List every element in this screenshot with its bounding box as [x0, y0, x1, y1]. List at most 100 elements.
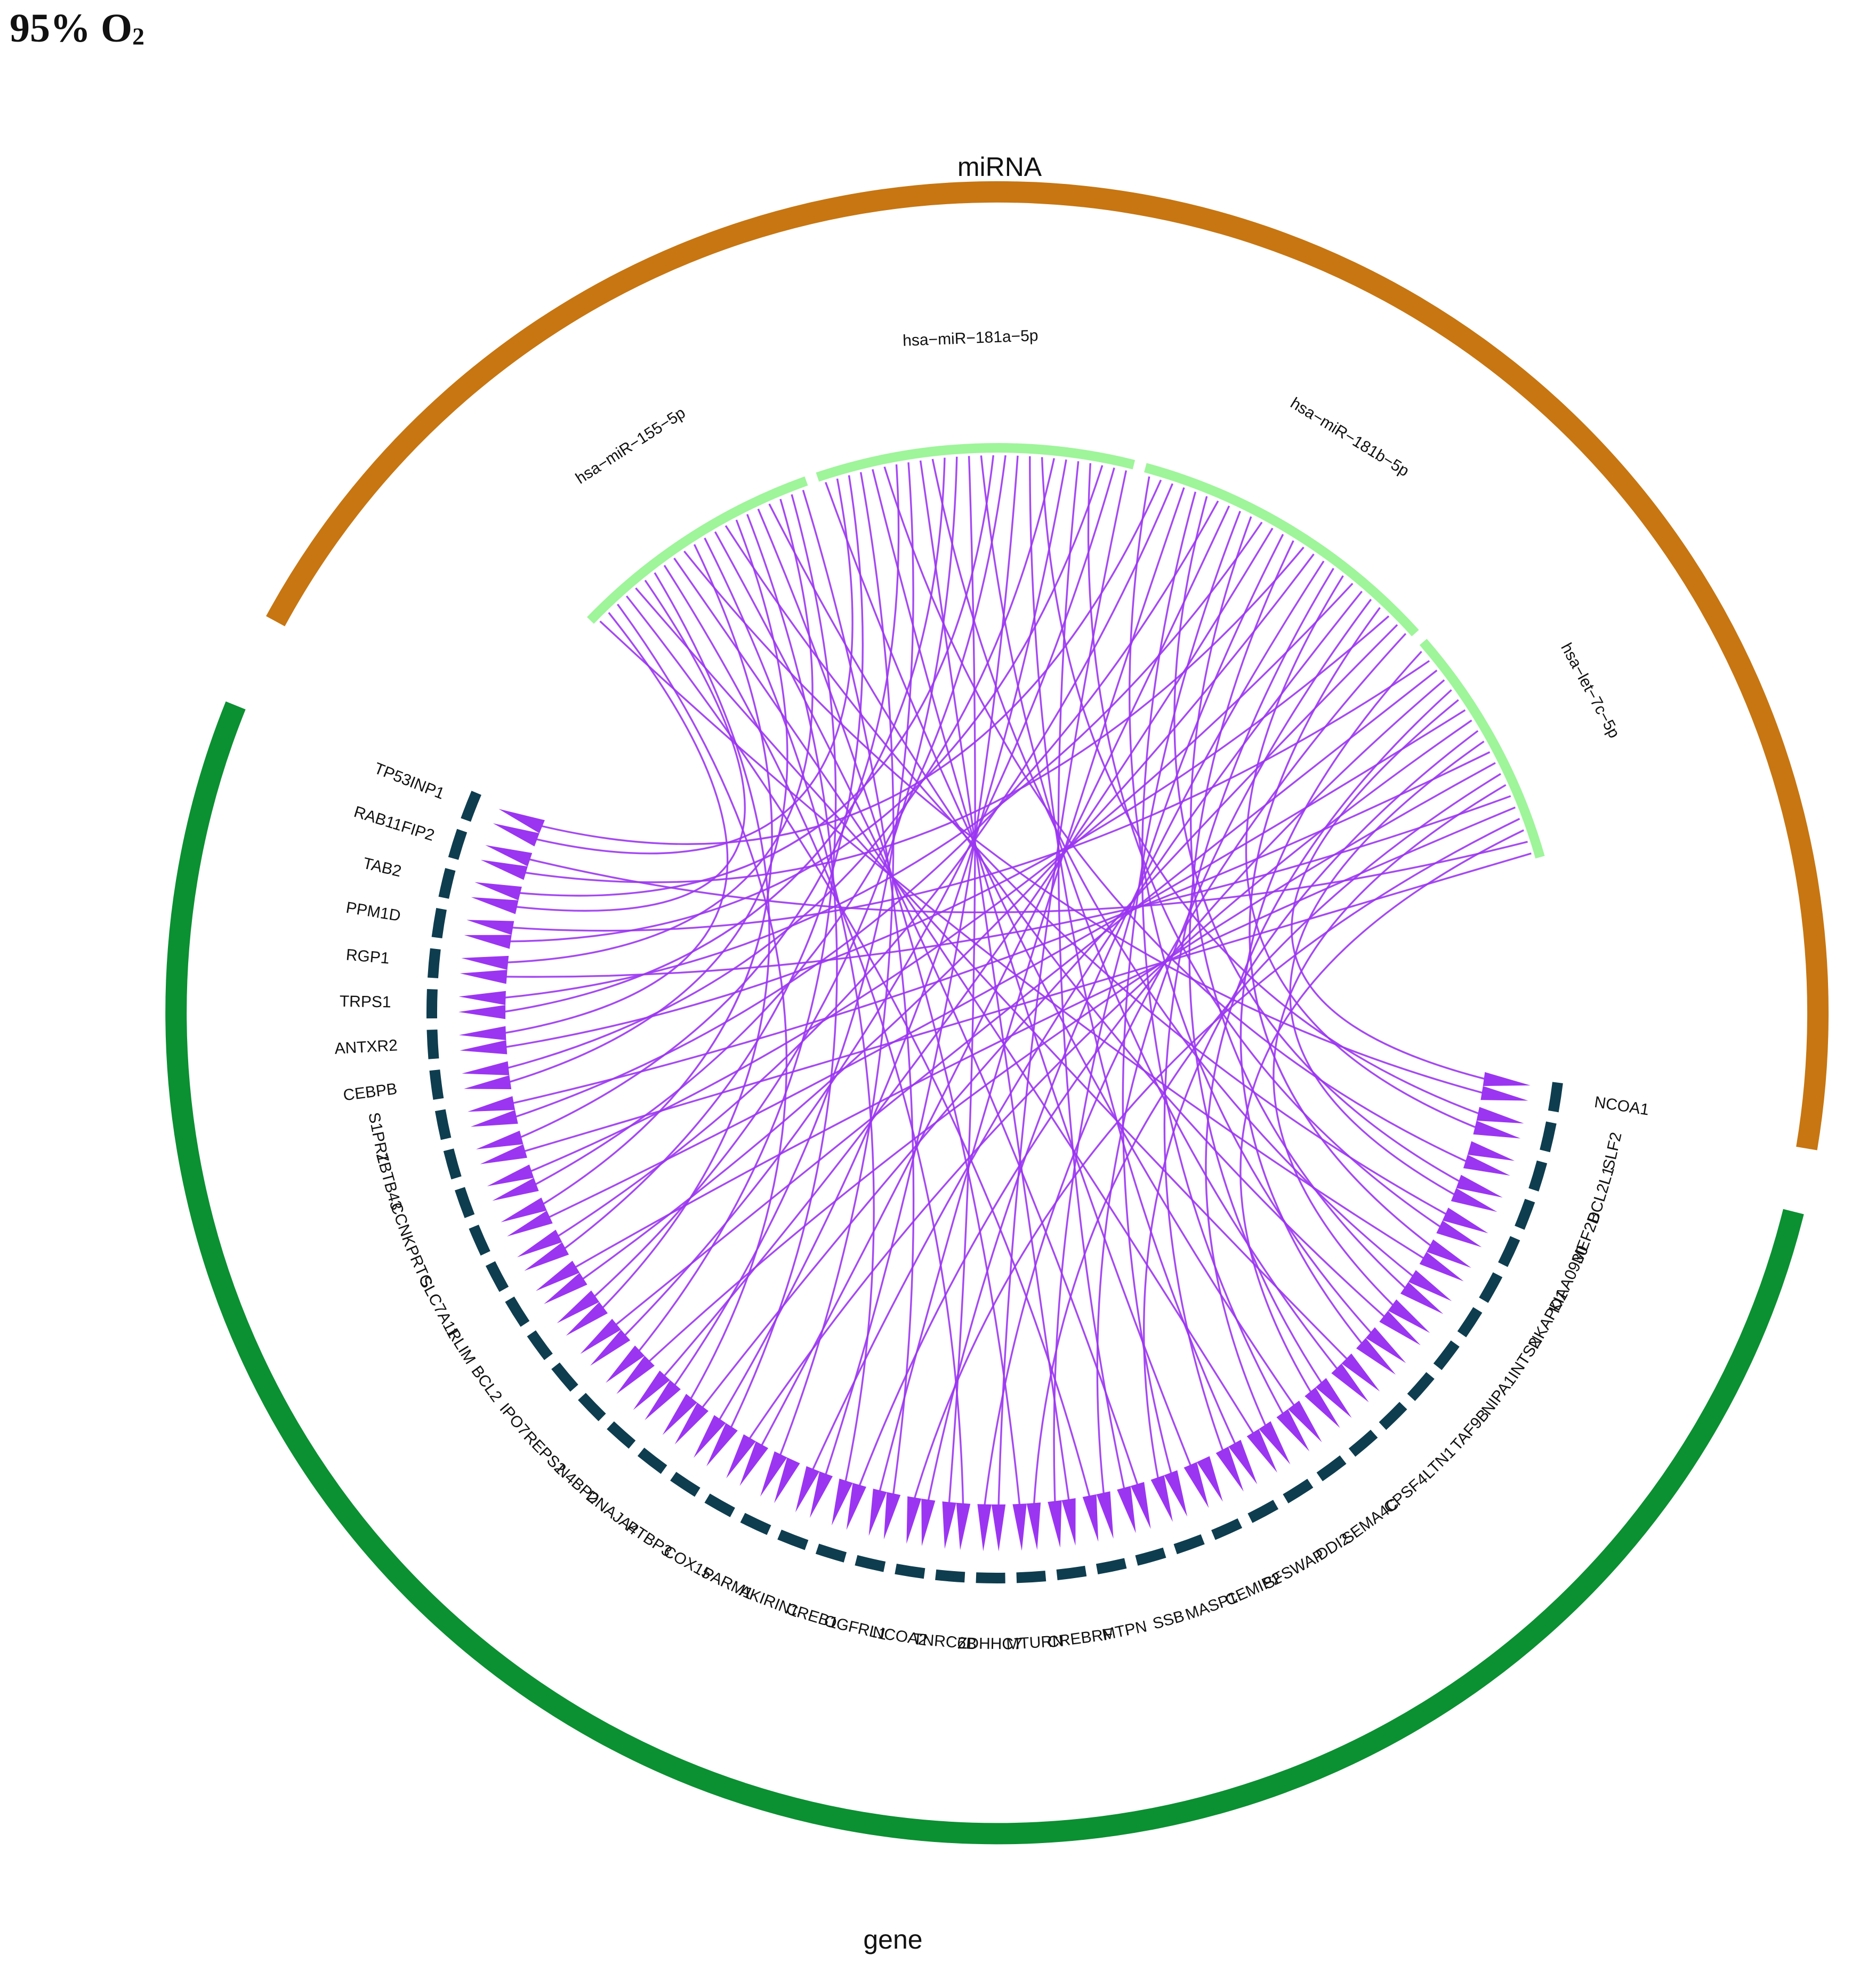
gene-sector-arc: [1056, 1565, 1087, 1580]
interaction-link: [983, 633, 1407, 1508]
gene-label: MASP1: [1183, 1589, 1240, 1624]
arrowhead: [1473, 1121, 1521, 1139]
arrowhead: [458, 991, 506, 1005]
gene-sector-arc: [815, 1543, 847, 1563]
arrowhead: [487, 1164, 534, 1186]
arrowhead: [906, 1496, 922, 1544]
gene-sector-arc: [1540, 1121, 1557, 1153]
arrowhead: [471, 897, 519, 914]
gene-sector-arc: [434, 1109, 452, 1140]
interaction-link: [1163, 568, 1334, 1453]
interaction-link: [825, 482, 1297, 1408]
interaction-link: [997, 470, 1128, 1508]
gene-sector-arc: [704, 1493, 735, 1517]
interaction-link: [599, 620, 1427, 1260]
arrowhead: [501, 1197, 547, 1222]
mirna-sector-arc: [587, 476, 808, 624]
group-labels: miRNA gene: [863, 152, 1042, 1954]
interaction-link: [913, 818, 1520, 1501]
arrowhead: [466, 920, 514, 935]
arrowhead: [846, 1483, 866, 1530]
arrowhead: [1305, 1387, 1340, 1428]
arrowhead: [1048, 1500, 1062, 1548]
arrowhead: [1164, 1470, 1188, 1517]
arrowhead: [1259, 1421, 1291, 1465]
interaction-link: [1289, 741, 1485, 1197]
arrowhead: [1331, 1363, 1369, 1403]
interaction-link: [1096, 599, 1372, 1497]
gene-label: PPM1D: [345, 899, 402, 925]
arrowhead: [557, 1290, 600, 1323]
arrowhead: [1483, 1072, 1531, 1087]
mirna-label: hsa−miR−181b−5p: [1287, 395, 1412, 480]
arrowhead: [1467, 1141, 1515, 1161]
mirna-sector-arc: [1144, 463, 1419, 637]
gene-sector-arc: [469, 1225, 490, 1256]
gene-sector-arc: [777, 1530, 809, 1550]
interaction-link: [673, 558, 1255, 1436]
arrowhead: [706, 1423, 738, 1467]
arrowhead: [883, 1492, 901, 1540]
arrowhead: [458, 1026, 506, 1041]
arrowhead: [1276, 1409, 1310, 1452]
arrowhead: [536, 1260, 580, 1291]
arrowhead: [474, 882, 522, 900]
panel-title-subscript: 2: [132, 22, 144, 50]
interaction-link: [521, 852, 1532, 1153]
arrowhead: [1379, 1310, 1421, 1346]
interaction-link: [580, 553, 1315, 1282]
interaction-link: [504, 498, 814, 964]
gene-sector-arc: [426, 1029, 439, 1059]
arrowhead: [662, 1394, 697, 1435]
arrowhead: [606, 1345, 645, 1383]
gene-group-track: [165, 701, 1804, 1845]
arrowhead: [868, 1489, 887, 1536]
interaction-link: [1205, 689, 1452, 1428]
interaction-link: [700, 624, 1398, 1410]
arrowhead: [739, 1441, 769, 1486]
interaction-link: [1239, 829, 1524, 1395]
arrowhead: [1215, 1446, 1244, 1492]
gene-sector-arc: [637, 1447, 667, 1474]
arrowhead: [461, 955, 509, 970]
arrowhead: [774, 1457, 800, 1503]
panel-title-text: 95% O: [10, 6, 133, 51]
mirna-label: hsa−miR−181a−5p: [903, 327, 1038, 350]
gene-sector-arc: [461, 791, 481, 822]
interaction-link: [647, 762, 1496, 1364]
arrowhead: [645, 1380, 681, 1420]
arrowhead: [460, 1040, 508, 1055]
arrowhead: [480, 859, 528, 880]
interaction-link: [546, 709, 1466, 1219]
arrowhead: [1408, 1270, 1452, 1301]
gene-label: SSB: [1150, 1607, 1186, 1633]
gene-label: TAB2: [361, 855, 403, 881]
arrowhead: [616, 1356, 655, 1394]
interaction-link: [1041, 457, 1482, 1115]
arrowhead: [1476, 1107, 1524, 1124]
interaction-link: [717, 459, 1067, 1422]
arrowhead: [810, 1471, 833, 1518]
interaction-link: [1249, 607, 1434, 1248]
arrowhead: [1400, 1282, 1444, 1314]
gene-sector-arc: [505, 1296, 530, 1327]
interaction-link: [518, 464, 900, 1139]
gene-label: NCOA1: [1593, 1093, 1650, 1119]
interaction-link: [617, 604, 788, 1402]
gene-sector-arc: [670, 1471, 701, 1497]
gene-sector-arc: [454, 1187, 475, 1218]
arrowhead: [464, 935, 512, 949]
interaction-link: [613, 670, 1438, 1328]
arrowhead: [470, 1110, 518, 1127]
interaction-link: [622, 467, 1115, 1338]
arrowhead: [1315, 1378, 1352, 1418]
arrowhead: [524, 1242, 569, 1271]
arrowhead: [476, 1130, 524, 1149]
arrowhead: [1061, 1498, 1076, 1546]
interaction-link: [510, 751, 1491, 1105]
interaction-link: [1033, 773, 1501, 1507]
interaction-link: [555, 483, 1173, 1238]
arrowhead: [544, 1273, 587, 1304]
link-arrowheads: [458, 809, 1531, 1551]
